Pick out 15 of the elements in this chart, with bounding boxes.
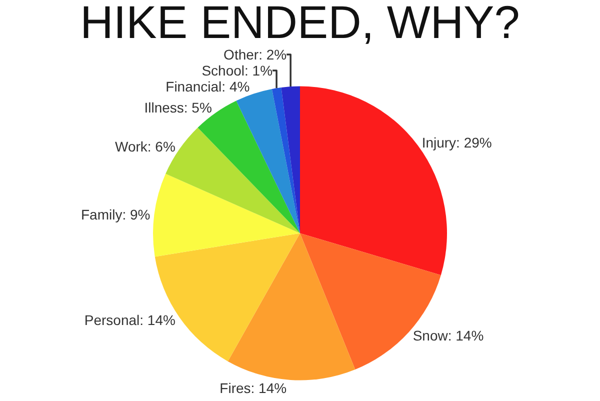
pie-slice	[228, 233, 356, 380]
slice-label: Family: 9%	[80, 206, 150, 222]
pie-slice	[153, 174, 300, 257]
pie-slice	[272, 87, 300, 234]
slice-label: Work: 6%	[114, 138, 176, 155]
slice-label: Financial: 4%	[166, 78, 250, 95]
pie-slice	[281, 86, 300, 234]
slice-label: Other: 2%	[224, 46, 287, 63]
slice-label: School: 1%	[202, 62, 273, 79]
slice-label: Fires: 14%	[220, 380, 287, 396]
slice-label: Personal: 14%	[84, 312, 176, 328]
slice-label: Snow: 14%	[412, 328, 484, 344]
slice-label: Illness: 5%	[144, 99, 212, 116]
slice-label: Injury: 29%	[422, 134, 492, 150]
chart-title: HIKE ENDED, WHY?	[80, 0, 520, 48]
